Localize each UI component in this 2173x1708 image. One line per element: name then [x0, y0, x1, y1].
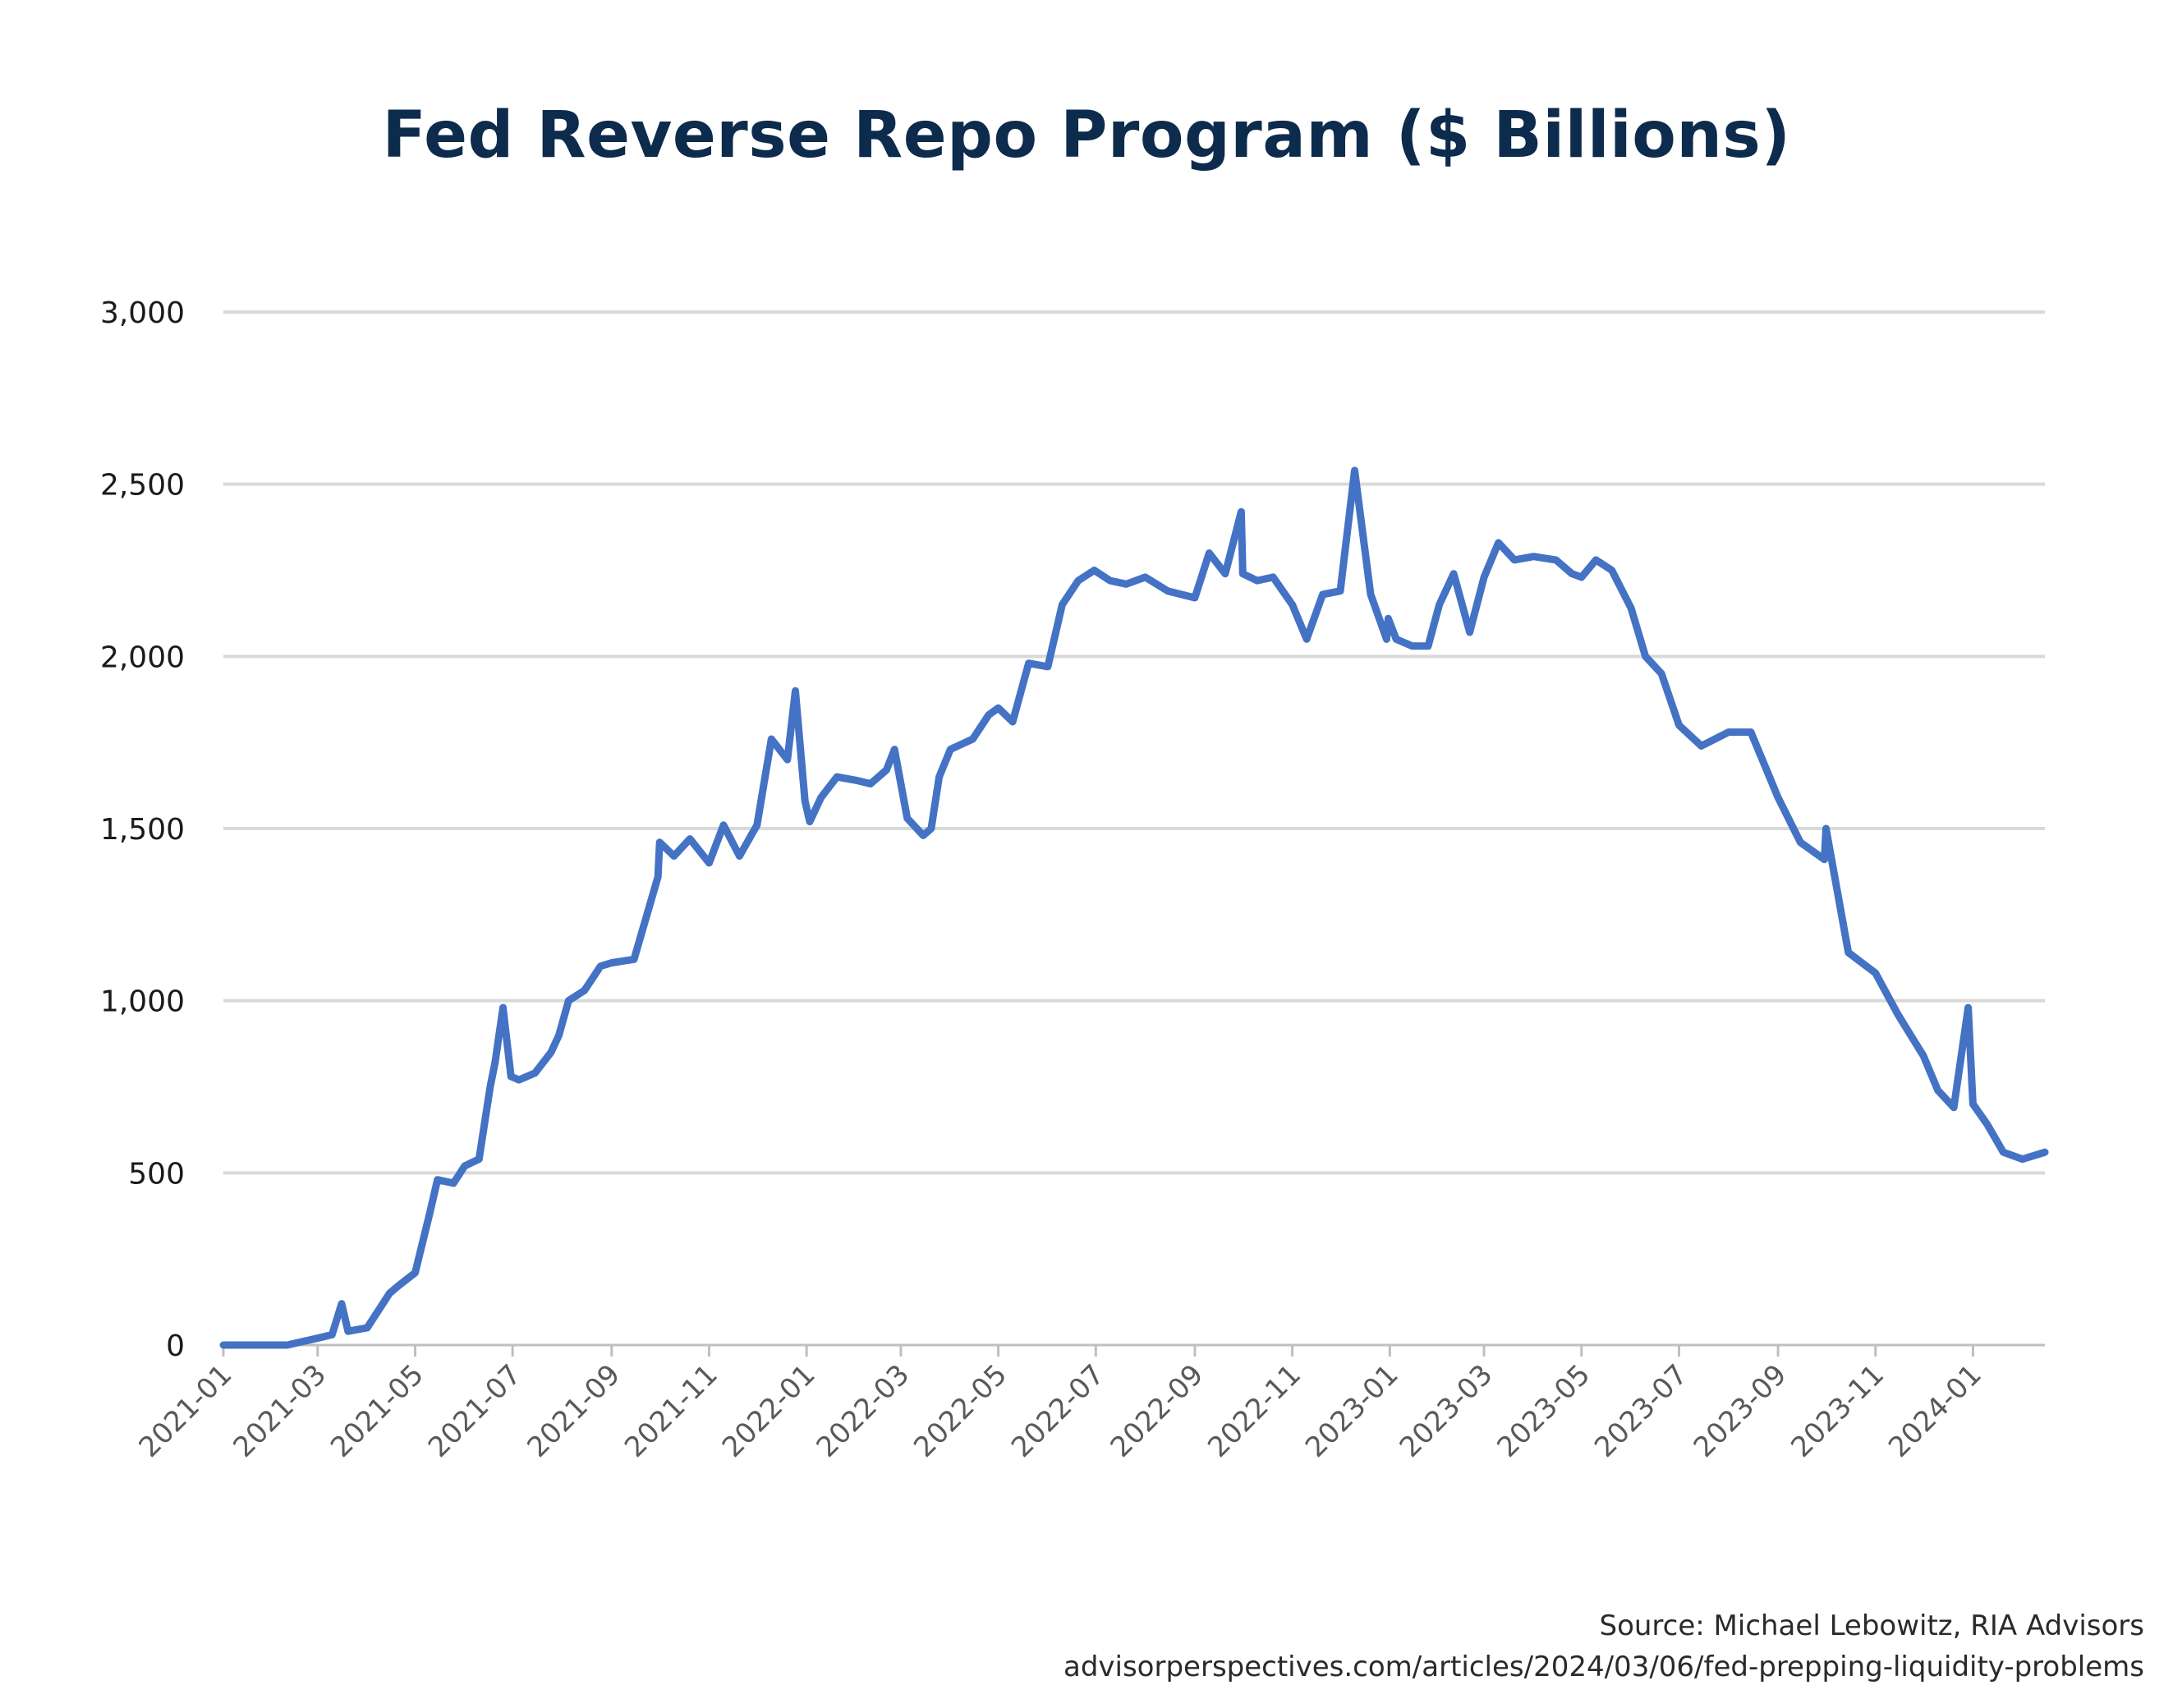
y-axis-tick-labels: 0 500 1,000 1,500 2,000 2,500 3,000 — [100, 296, 185, 1363]
x-tick-label: 2021-11 — [618, 1358, 724, 1464]
x-tick-label: 2022-03 — [811, 1358, 917, 1464]
x-tick-label: 2022-09 — [1105, 1358, 1211, 1464]
x-tick-label: 2023-03 — [1394, 1358, 1500, 1464]
x-tick-label: 2022-05 — [907, 1358, 1013, 1464]
axes — [222, 1343, 2045, 1357]
x-tick-label: 2021-03 — [227, 1358, 333, 1464]
gridlines — [223, 310, 2045, 1175]
y-tick-label: 3,000 — [100, 296, 185, 330]
x-tick-label: 2022-01 — [716, 1358, 822, 1464]
y-tick-label: 2,000 — [100, 640, 185, 674]
x-tick-label: 2021-05 — [324, 1358, 430, 1464]
source-url: advisorperspectives.com/articles/2024/03… — [1063, 1651, 2144, 1683]
source-note: Source: Michael Lebowitz, RIA Advisors a… — [1064, 1605, 2144, 1687]
x-tick-label: 2021-07 — [422, 1358, 528, 1464]
y-tick-label: 1,000 — [100, 985, 185, 1019]
x-tick-label: 2023-01 — [1299, 1358, 1405, 1464]
x-tick-label: 2023-09 — [1688, 1358, 1794, 1464]
y-tick-label: 2,500 — [100, 469, 185, 503]
x-tick-label: 2023-11 — [1785, 1358, 1890, 1464]
series-line — [219, 466, 2049, 1349]
chart-title: Fed Reverse Repo Program ($ Billions) — [382, 99, 1791, 172]
x-tick-label: 2021-09 — [521, 1358, 627, 1464]
x-tick-label: 2021-01 — [133, 1358, 239, 1464]
y-tick-label: 500 — [128, 1157, 185, 1191]
x-tick-label: 2023-07 — [1588, 1358, 1694, 1464]
x-tick-label: 2024-01 — [1882, 1358, 1988, 1464]
x-tick-label: 2022-07 — [1005, 1358, 1111, 1464]
x-tick-label: 2023-05 — [1491, 1358, 1596, 1464]
source-credit: Source: Michael Lebowitz, RIA Advisors — [1599, 1609, 2145, 1642]
x-axis-tick-labels: 2021-012021-032021-052021-072021-092021-… — [133, 1358, 1988, 1464]
x-tick-label: 2022-11 — [1201, 1358, 1307, 1464]
series-layer — [219, 466, 2049, 1349]
y-tick-label: 0 — [166, 1329, 185, 1363]
y-tick-label: 1,500 — [100, 813, 185, 847]
